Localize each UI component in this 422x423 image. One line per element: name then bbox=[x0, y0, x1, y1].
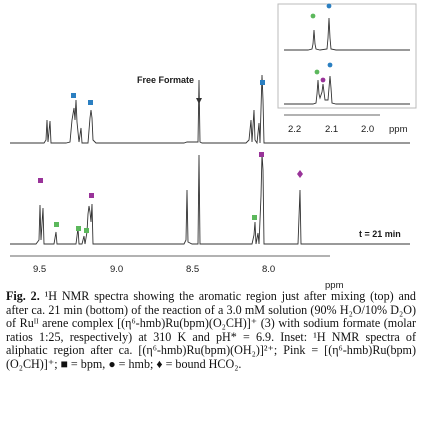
bound-hco2-diamond bbox=[297, 170, 303, 178]
inset-tick-2.2: 2.2 bbox=[288, 124, 301, 135]
caption-text: ¹H NMR spectra showing the aromatic regi… bbox=[6, 289, 416, 371]
hco2-marker-1 bbox=[38, 178, 43, 183]
spectrum-bottom bbox=[10, 153, 410, 245]
spectrum-top bbox=[10, 74, 410, 145]
inset-frame bbox=[277, 3, 417, 109]
hco2-marker-3 bbox=[259, 152, 264, 157]
free-formate-label: Free Formate bbox=[137, 75, 194, 85]
inset-bpm-marker-top bbox=[326, 3, 332, 9]
x-tick-9.5: 9.5 bbox=[33, 264, 46, 275]
time-label: t = 21 min bbox=[359, 229, 401, 239]
hco2-marker-2 bbox=[89, 193, 94, 198]
hmb-marker-1 bbox=[54, 222, 59, 227]
x-unit: ppm bbox=[325, 280, 344, 290]
hmb-marker-4 bbox=[252, 215, 257, 220]
inset-tick-2.0: 2.0 bbox=[361, 124, 374, 135]
bpm-marker-top-1 bbox=[71, 93, 76, 98]
x-tick-8.0: 8.0 bbox=[262, 264, 275, 275]
inset-spectrum-bottom bbox=[284, 75, 410, 105]
hmb-marker-2 bbox=[76, 226, 81, 231]
inset-hmb-marker-top bbox=[310, 13, 316, 19]
inset-tick-2.1: 2.1 bbox=[325, 124, 338, 135]
inset-bpm-marker-bottom bbox=[327, 62, 333, 68]
x-tick-8.5: 8.5 bbox=[186, 264, 199, 275]
figure-caption: Fig. 2. ¹H NMR spectra showing the aroma… bbox=[6, 289, 416, 372]
bpm-marker-top-3 bbox=[260, 80, 265, 85]
inset-unit: ppm bbox=[389, 124, 408, 135]
bpm-marker-top-2 bbox=[88, 100, 93, 105]
inset-hmb-marker-bottom bbox=[314, 69, 320, 75]
inset-hmb-marker-bottom-2 bbox=[320, 77, 326, 83]
caption-fig-label: Fig. 2. bbox=[6, 289, 40, 303]
inset-spectrum-top bbox=[284, 17, 410, 51]
hmb-marker-3 bbox=[84, 228, 89, 233]
x-tick-9.0: 9.0 bbox=[110, 264, 123, 275]
nmr-figure: 2.2 2.1 2.0 ppm Free Formate t = 21 min … bbox=[10, 3, 417, 290]
